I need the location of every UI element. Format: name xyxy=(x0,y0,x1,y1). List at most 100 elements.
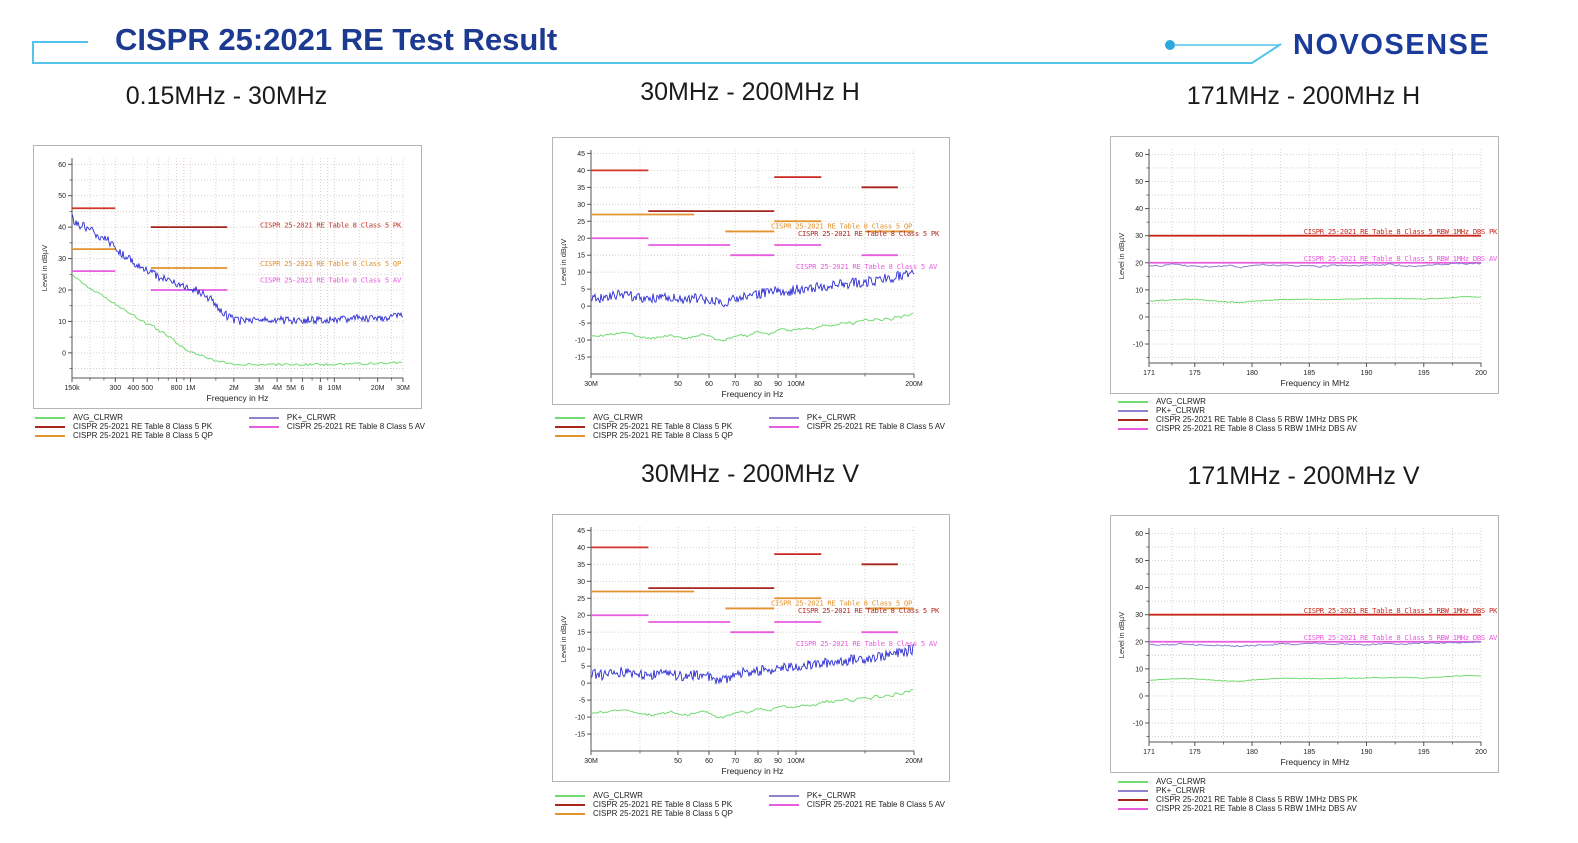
svg-text:Frequency in MHz: Frequency in MHz xyxy=(1281,378,1350,388)
legend-entry: CISPR 25-2021 RE Table 8 Class 5 QP xyxy=(555,432,733,440)
svg-text:40: 40 xyxy=(1135,585,1143,592)
svg-text:35: 35 xyxy=(577,185,585,192)
svg-text:20: 20 xyxy=(577,613,585,620)
chart-canvas-band3-v: -10 0 10 20 30 40 50 60 171 175 180 185 190 195 200 Fre… xyxy=(1117,528,1498,767)
legend-entry: CISPR 25-2021 RE Table 8 Class 5 RBW 1MH… xyxy=(1118,424,1358,433)
chart-title: 171MHz - 200MHz V xyxy=(1187,462,1420,490)
svg-text:195: 195 xyxy=(1418,749,1430,756)
chart-frame: -10 0 10 20 30 40 50 60 171 175 180 185 190 195 200 Fre… xyxy=(1110,136,1499,394)
legend-swatch xyxy=(768,416,799,419)
chart-title: 30MHz - 200MHz H xyxy=(640,78,860,106)
svg-text:3M: 3M xyxy=(254,385,264,392)
svg-text:20: 20 xyxy=(1135,260,1143,267)
svg-text:80: 80 xyxy=(754,381,762,388)
legend-swatch xyxy=(555,425,585,428)
svg-text:6: 6 xyxy=(301,385,305,392)
svg-text:0: 0 xyxy=(1139,314,1143,321)
legend-label: CISPR 25-2021 RE Table 8 Class 5 AV xyxy=(286,422,425,431)
svg-text:CISPR 25-2021 RE Table 8 Class: CISPR 25-2021 RE Table 8 Class 5 AV xyxy=(260,275,402,284)
legend-swatch xyxy=(768,794,799,797)
svg-text:-5: -5 xyxy=(579,698,585,705)
chart-frame: -15 -10 -5 0 5 10 15 20 25 30 35 40 45 30M 50 60 70 80 90 1… xyxy=(552,137,950,405)
legend-label: AVG_CLRWR xyxy=(593,791,643,800)
svg-text:0: 0 xyxy=(1139,693,1143,700)
svg-text:CISPR 25-2021 RE Table 8 Class: CISPR 25-2021 RE Table 8 Class 5 RBW 1MH… xyxy=(1304,606,1498,615)
svg-text:185: 185 xyxy=(1303,370,1315,377)
svg-text:-10: -10 xyxy=(1133,342,1143,349)
legend-label: CISPR 25-2021 RE Table 8 Class 5 AV xyxy=(806,800,945,809)
legend-label: CISPR 25-2021 RE Table 8 Class 5 PK xyxy=(593,800,733,809)
svg-text:90: 90 xyxy=(774,758,782,765)
svg-text:200: 200 xyxy=(1475,370,1487,377)
legend-entry: CISPR 25-2021 RE Table 8 Class 5 RBW 1MH… xyxy=(1118,805,1358,813)
svg-text:10: 10 xyxy=(58,319,66,326)
svg-text:200M: 200M xyxy=(905,381,923,388)
svg-text:CISPR 25-2021 RE Table 8 Class: CISPR 25-2021 RE Table 8 Class 5 AV xyxy=(796,262,938,271)
chart-frame: 0 10 20 30 40 50 60 150k 300 400 500 800 1M 2M 3M 4M 5M 6… xyxy=(33,145,422,409)
svg-text:20: 20 xyxy=(577,236,585,243)
svg-text:400: 400 xyxy=(127,385,139,392)
svg-text:5M: 5M xyxy=(286,385,296,392)
svg-text:-10: -10 xyxy=(1133,721,1143,728)
legend-swatch xyxy=(555,416,585,419)
legend-label: CISPR 25-2021 RE Table 8 Class 5 QP xyxy=(593,809,733,818)
legend-column: PK+_CLRWR CISPR 25-2021 RE Table 8 Class … xyxy=(768,414,945,439)
chart-legend: AVG_CLRWR PK+_CLRWR CISPR 25-2021 RE Table… xyxy=(1118,778,1358,813)
legend-swatch xyxy=(248,416,279,419)
svg-text:185: 185 xyxy=(1303,749,1315,756)
svg-text:0: 0 xyxy=(581,304,585,311)
chart-title: 171MHz - 200MHz H xyxy=(1186,82,1421,110)
legend-entry: AVG_CLRWR xyxy=(35,414,213,422)
svg-text:20: 20 xyxy=(58,288,66,295)
svg-text:171: 171 xyxy=(1143,370,1155,377)
legend-entry: CISPR 25-2021 RE Table 8 Class 5 RBW 1MH… xyxy=(1118,415,1358,424)
svg-text:10: 10 xyxy=(1135,287,1143,294)
legend-label: CISPR 25-2021 RE Table 8 Class 5 RBW 1MH… xyxy=(1156,415,1358,424)
svg-text:20: 20 xyxy=(1135,639,1143,646)
legend-swatch xyxy=(1118,418,1148,421)
svg-text:CISPR 25-2021 RE Table 8 Class: CISPR 25-2021 RE Table 8 Class 5 AV xyxy=(796,639,938,648)
legend-swatch xyxy=(1118,427,1148,430)
header-accent-dot xyxy=(1165,40,1175,50)
svg-text:50: 50 xyxy=(674,758,682,765)
svg-text:195: 195 xyxy=(1418,370,1430,377)
svg-text:CISPR 25-2021 RE Table 8 Class: CISPR 25-2021 RE Table 8 Class 5 PK xyxy=(260,220,402,229)
legend-swatch xyxy=(1118,798,1148,801)
legend-label: PK+_CLRWR xyxy=(1156,406,1205,415)
svg-text:50: 50 xyxy=(1135,558,1143,565)
svg-text:10: 10 xyxy=(577,270,585,277)
svg-text:35: 35 xyxy=(577,562,585,569)
legend-entry: CISPR 25-2021 RE Table 8 Class 5 QP xyxy=(555,809,733,818)
legend-swatch xyxy=(768,803,799,806)
legend-label: AVG_CLRWR xyxy=(1156,397,1206,406)
svg-text:0: 0 xyxy=(62,350,66,357)
svg-text:800: 800 xyxy=(171,385,183,392)
legend-entry: AVG_CLRWR xyxy=(1118,397,1358,406)
legend-label: CISPR 25-2021 RE Table 8 Class 5 RBW 1MH… xyxy=(1156,424,1357,433)
svg-text:1M: 1M xyxy=(186,385,196,392)
svg-text:40: 40 xyxy=(577,545,585,552)
svg-text:30M: 30M xyxy=(584,381,598,388)
legend-swatch xyxy=(555,794,585,797)
svg-text:100M: 100M xyxy=(787,381,805,388)
svg-text:80: 80 xyxy=(754,758,762,765)
svg-text:60: 60 xyxy=(58,162,66,169)
svg-text:CISPR 25-2021 RE Table 8 Class: CISPR 25-2021 RE Table 8 Class 5 RBW 1MH… xyxy=(1304,227,1498,236)
legend-column: AVG_CLRWR PK+_CLRWR CISPR 25-2021 RE Table… xyxy=(1118,778,1358,813)
svg-text:300: 300 xyxy=(109,385,121,392)
legend-column: AVG_CLRWR CISPR 25-2021 RE Table 8 Class … xyxy=(555,414,733,440)
chart-frame: -15 -10 -5 0 5 10 15 20 25 30 35 40 45 30M 50 60 70 80 90 1… xyxy=(552,514,950,782)
legend-entry: AVG_CLRWR xyxy=(1118,778,1358,786)
svg-text:175: 175 xyxy=(1189,370,1201,377)
svg-text:200M: 200M xyxy=(905,758,923,765)
svg-text:25: 25 xyxy=(577,596,585,603)
svg-text:20M: 20M xyxy=(371,385,385,392)
legend-swatch xyxy=(35,434,65,437)
svg-text:30: 30 xyxy=(577,579,585,586)
legend-entry: AVG_CLRWR xyxy=(555,414,733,422)
svg-text:60: 60 xyxy=(1135,531,1143,538)
legend-entry: CISPR 25-2021 RE Table 8 Class 5 AV xyxy=(768,423,945,431)
brand-logo: NOVOSENSE xyxy=(1293,29,1491,61)
svg-text:-15: -15 xyxy=(575,355,585,362)
legend-column: AVG_CLRWR PK+_CLRWR CISPR 25-2021 RE Table… xyxy=(1118,397,1358,433)
